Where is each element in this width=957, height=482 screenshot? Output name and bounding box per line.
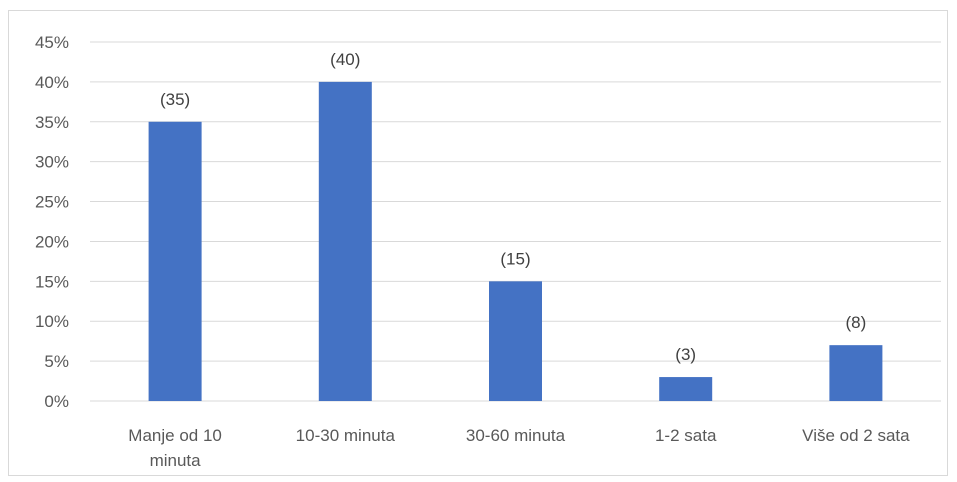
x-tick-label: 10-30 minuta xyxy=(296,426,396,445)
y-tick-label: 35% xyxy=(35,113,69,132)
x-tick-label: 1-2 sata xyxy=(655,426,717,445)
x-tick-label: 30-60 minuta xyxy=(466,426,566,445)
y-tick-label: 10% xyxy=(35,312,69,331)
data-label: (40) xyxy=(330,50,360,69)
data-label: (8) xyxy=(846,313,867,332)
bar xyxy=(659,377,713,401)
data-label: (35) xyxy=(160,90,190,109)
data-labels: (35) (40) (15) (3) (8) xyxy=(160,50,866,364)
gridlines xyxy=(90,41,941,402)
y-tick-label: 5% xyxy=(44,352,69,371)
x-tick-label: Više od 2 sata xyxy=(802,426,910,445)
y-tick-label: 15% xyxy=(35,272,69,291)
y-tick-label: 45% xyxy=(35,33,69,52)
y-tick-label: 25% xyxy=(35,193,69,212)
y-tick-label: 40% xyxy=(35,73,69,92)
x-tick-label: minuta xyxy=(150,451,202,470)
y-tick-label: 20% xyxy=(35,232,69,251)
bar xyxy=(318,81,372,401)
data-label: (3) xyxy=(675,345,696,364)
y-tick-label: 0% xyxy=(44,392,69,411)
bar xyxy=(489,281,542,401)
bars xyxy=(148,81,883,402)
bar xyxy=(829,345,883,401)
x-axis-ticks: Manje od 10 minuta 10-30 minuta 30-60 minut… xyxy=(128,426,910,470)
data-label: (15) xyxy=(500,249,530,268)
x-tick-label: Manje od 10 xyxy=(128,426,222,445)
y-tick-label: 30% xyxy=(35,153,69,172)
bar xyxy=(148,121,202,402)
y-axis-ticks: 0% 5% 10% 15% 20% 25% 30% 35% 40% 45% xyxy=(35,33,69,411)
